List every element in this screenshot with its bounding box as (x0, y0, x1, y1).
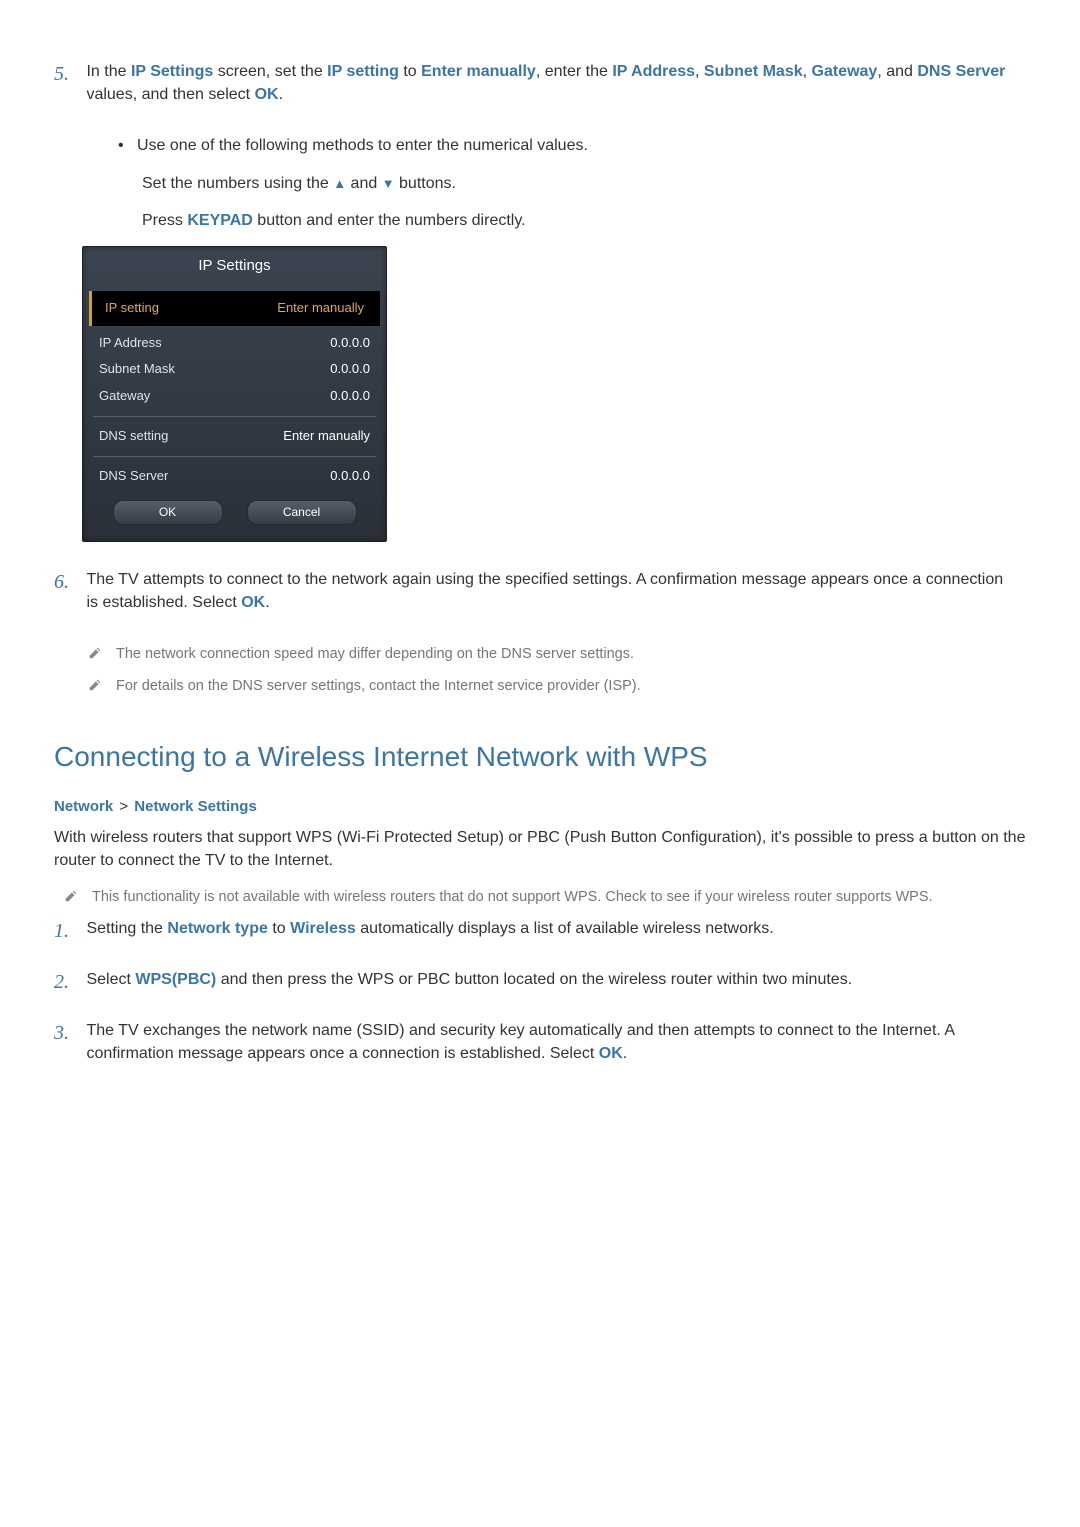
term-ip-address: IP Address (612, 63, 695, 80)
step-3: 3. The TV exchanges the network name (SS… (54, 1019, 1026, 1079)
text: , enter the (536, 63, 613, 80)
text: , and (877, 63, 917, 80)
breadcrumb-sep: > (117, 798, 130, 815)
step-number: 3. (54, 1019, 82, 1048)
step-5-sub: Use one of the following methods to ente… (54, 134, 1026, 542)
step-1: 1. Setting the Network type to Wireless … (54, 917, 1026, 954)
dialog-row-dns-server[interactable]: DNS Server 0.0.0.0 (83, 463, 386, 490)
step-number: 5. (54, 60, 82, 89)
note-dns-speed: The network connection speed may differ … (54, 643, 1026, 665)
section-intro: With wireless routers that support WPS (… (54, 826, 1026, 872)
dialog-row-ip-address[interactable]: IP Address 0.0.0.0 (83, 330, 386, 357)
step-5-bullet: Use one of the following methods to ente… (82, 134, 1026, 157)
text: screen, set the (213, 63, 327, 80)
term-keypad: KEYPAD (187, 212, 253, 229)
dialog-row-subnet-mask[interactable]: Subnet Mask 0.0.0.0 (83, 356, 386, 383)
cancel-button[interactable]: Cancel (247, 500, 357, 525)
breadcrumb-network[interactable]: Network (54, 798, 113, 815)
note-text: This functionality is not available with… (92, 886, 1026, 908)
dialog-row-value: 0.0.0.0 (330, 387, 370, 406)
pencil-icon (88, 678, 102, 692)
text: automatically displays a list of availab… (356, 920, 774, 937)
dialog-separator (93, 416, 376, 417)
step-6: 6. The TV attempts to connect to the net… (54, 568, 1026, 628)
text: and then press the WPS or PBC button loc… (216, 971, 852, 988)
dialog-button-row: OK Cancel (83, 490, 386, 525)
text: . (265, 594, 269, 611)
text: The TV attempts to connect to the networ… (86, 571, 1003, 611)
step-6-text: The TV attempts to connect to the networ… (86, 568, 1006, 614)
term-gateway: Gateway (812, 63, 878, 80)
note-text: The network connection speed may differ … (116, 643, 1026, 665)
pencil-icon (88, 646, 102, 660)
term-ok: OK (255, 86, 279, 103)
dialog-row-label: IP setting (105, 299, 159, 318)
dialog-row-ip-setting[interactable]: IP setting Enter manually (89, 291, 380, 326)
term-dns-server: DNS Server (917, 63, 1005, 80)
step-2-text: Select WPS(PBC) and then press the WPS o… (86, 968, 1006, 991)
dialog-row-label: IP Address (99, 334, 162, 353)
step-1-text: Setting the Network type to Wireless aut… (86, 917, 1006, 940)
term-enter-manually: Enter manually (421, 63, 536, 80)
term-ip-settings: IP Settings (131, 63, 213, 80)
note-isp: For details on the DNS server settings, … (54, 675, 1026, 697)
term-ok: OK (599, 1045, 623, 1062)
term-wireless: Wireless (290, 920, 356, 937)
term-ok: OK (241, 594, 265, 611)
dialog-row-value: Enter manually (277, 299, 364, 318)
ip-settings-dialog: IP Settings IP setting Enter manually IP… (82, 246, 387, 542)
step-number: 2. (54, 968, 82, 997)
text: Press (142, 212, 187, 229)
text: Select (86, 971, 135, 988)
pencil-icon (64, 889, 78, 903)
text: button and enter the numbers directly. (253, 212, 526, 229)
breadcrumb-network-settings[interactable]: Network Settings (134, 798, 257, 815)
step-5-line-a: Set the numbers using the ▲ and ▼ button… (82, 172, 1026, 195)
text: values, and then select (86, 86, 254, 103)
term-wps-pbc: WPS(PBC) (135, 971, 216, 988)
dialog-row-label: DNS setting (99, 427, 168, 446)
note-wps-availability: This functionality is not available with… (54, 886, 1026, 908)
step-5-text: In the IP Settings screen, set the IP se… (86, 60, 1006, 106)
dialog-row-label: DNS Server (99, 467, 168, 486)
text: Setting the (86, 920, 167, 937)
text: and (346, 175, 382, 192)
arrow-down-icon: ▼ (382, 176, 395, 191)
text: In the (86, 63, 130, 80)
text: . (279, 86, 283, 103)
text: . (623, 1045, 627, 1062)
step-5: 5. In the IP Settings screen, set the IP… (54, 60, 1026, 120)
section-heading: Connecting to a Wireless Internet Networ… (54, 737, 1026, 778)
dialog-row-gateway[interactable]: Gateway 0.0.0.0 (83, 383, 386, 410)
step-number: 6. (54, 568, 82, 597)
step-5-line-b: Press KEYPAD button and enter the number… (82, 209, 1026, 232)
text: to (399, 63, 421, 80)
dialog-row-label: Gateway (99, 387, 150, 406)
dialog-title: IP Settings (83, 247, 386, 287)
step-3-text: The TV exchanges the network name (SSID)… (86, 1019, 1006, 1065)
text: buttons. (395, 175, 456, 192)
text: , (695, 63, 704, 80)
text: , (803, 63, 812, 80)
text: to (268, 920, 290, 937)
dialog-row-value: 0.0.0.0 (330, 334, 370, 353)
step-2: 2. Select WPS(PBC) and then press the WP… (54, 968, 1026, 1005)
term-ip-setting: IP setting (327, 63, 399, 80)
arrow-up-icon: ▲ (333, 176, 346, 191)
dialog-row-dns-setting[interactable]: DNS setting Enter manually (83, 423, 386, 450)
dialog-separator (93, 456, 376, 457)
text: Set the numbers using the (142, 175, 333, 192)
dialog-row-value: Enter manually (283, 427, 370, 446)
dialog-row-label: Subnet Mask (99, 360, 175, 379)
ok-button[interactable]: OK (113, 500, 223, 525)
text: The TV exchanges the network name (SSID)… (86, 1022, 954, 1062)
step-number: 1. (54, 917, 82, 946)
term-subnet-mask: Subnet Mask (704, 63, 803, 80)
dialog-row-value: 0.0.0.0 (330, 360, 370, 379)
note-text: For details on the DNS server settings, … (116, 675, 1026, 697)
dialog-row-value: 0.0.0.0 (330, 467, 370, 486)
term-network-type: Network type (167, 920, 267, 937)
breadcrumb: Network > Network Settings (54, 796, 1026, 818)
